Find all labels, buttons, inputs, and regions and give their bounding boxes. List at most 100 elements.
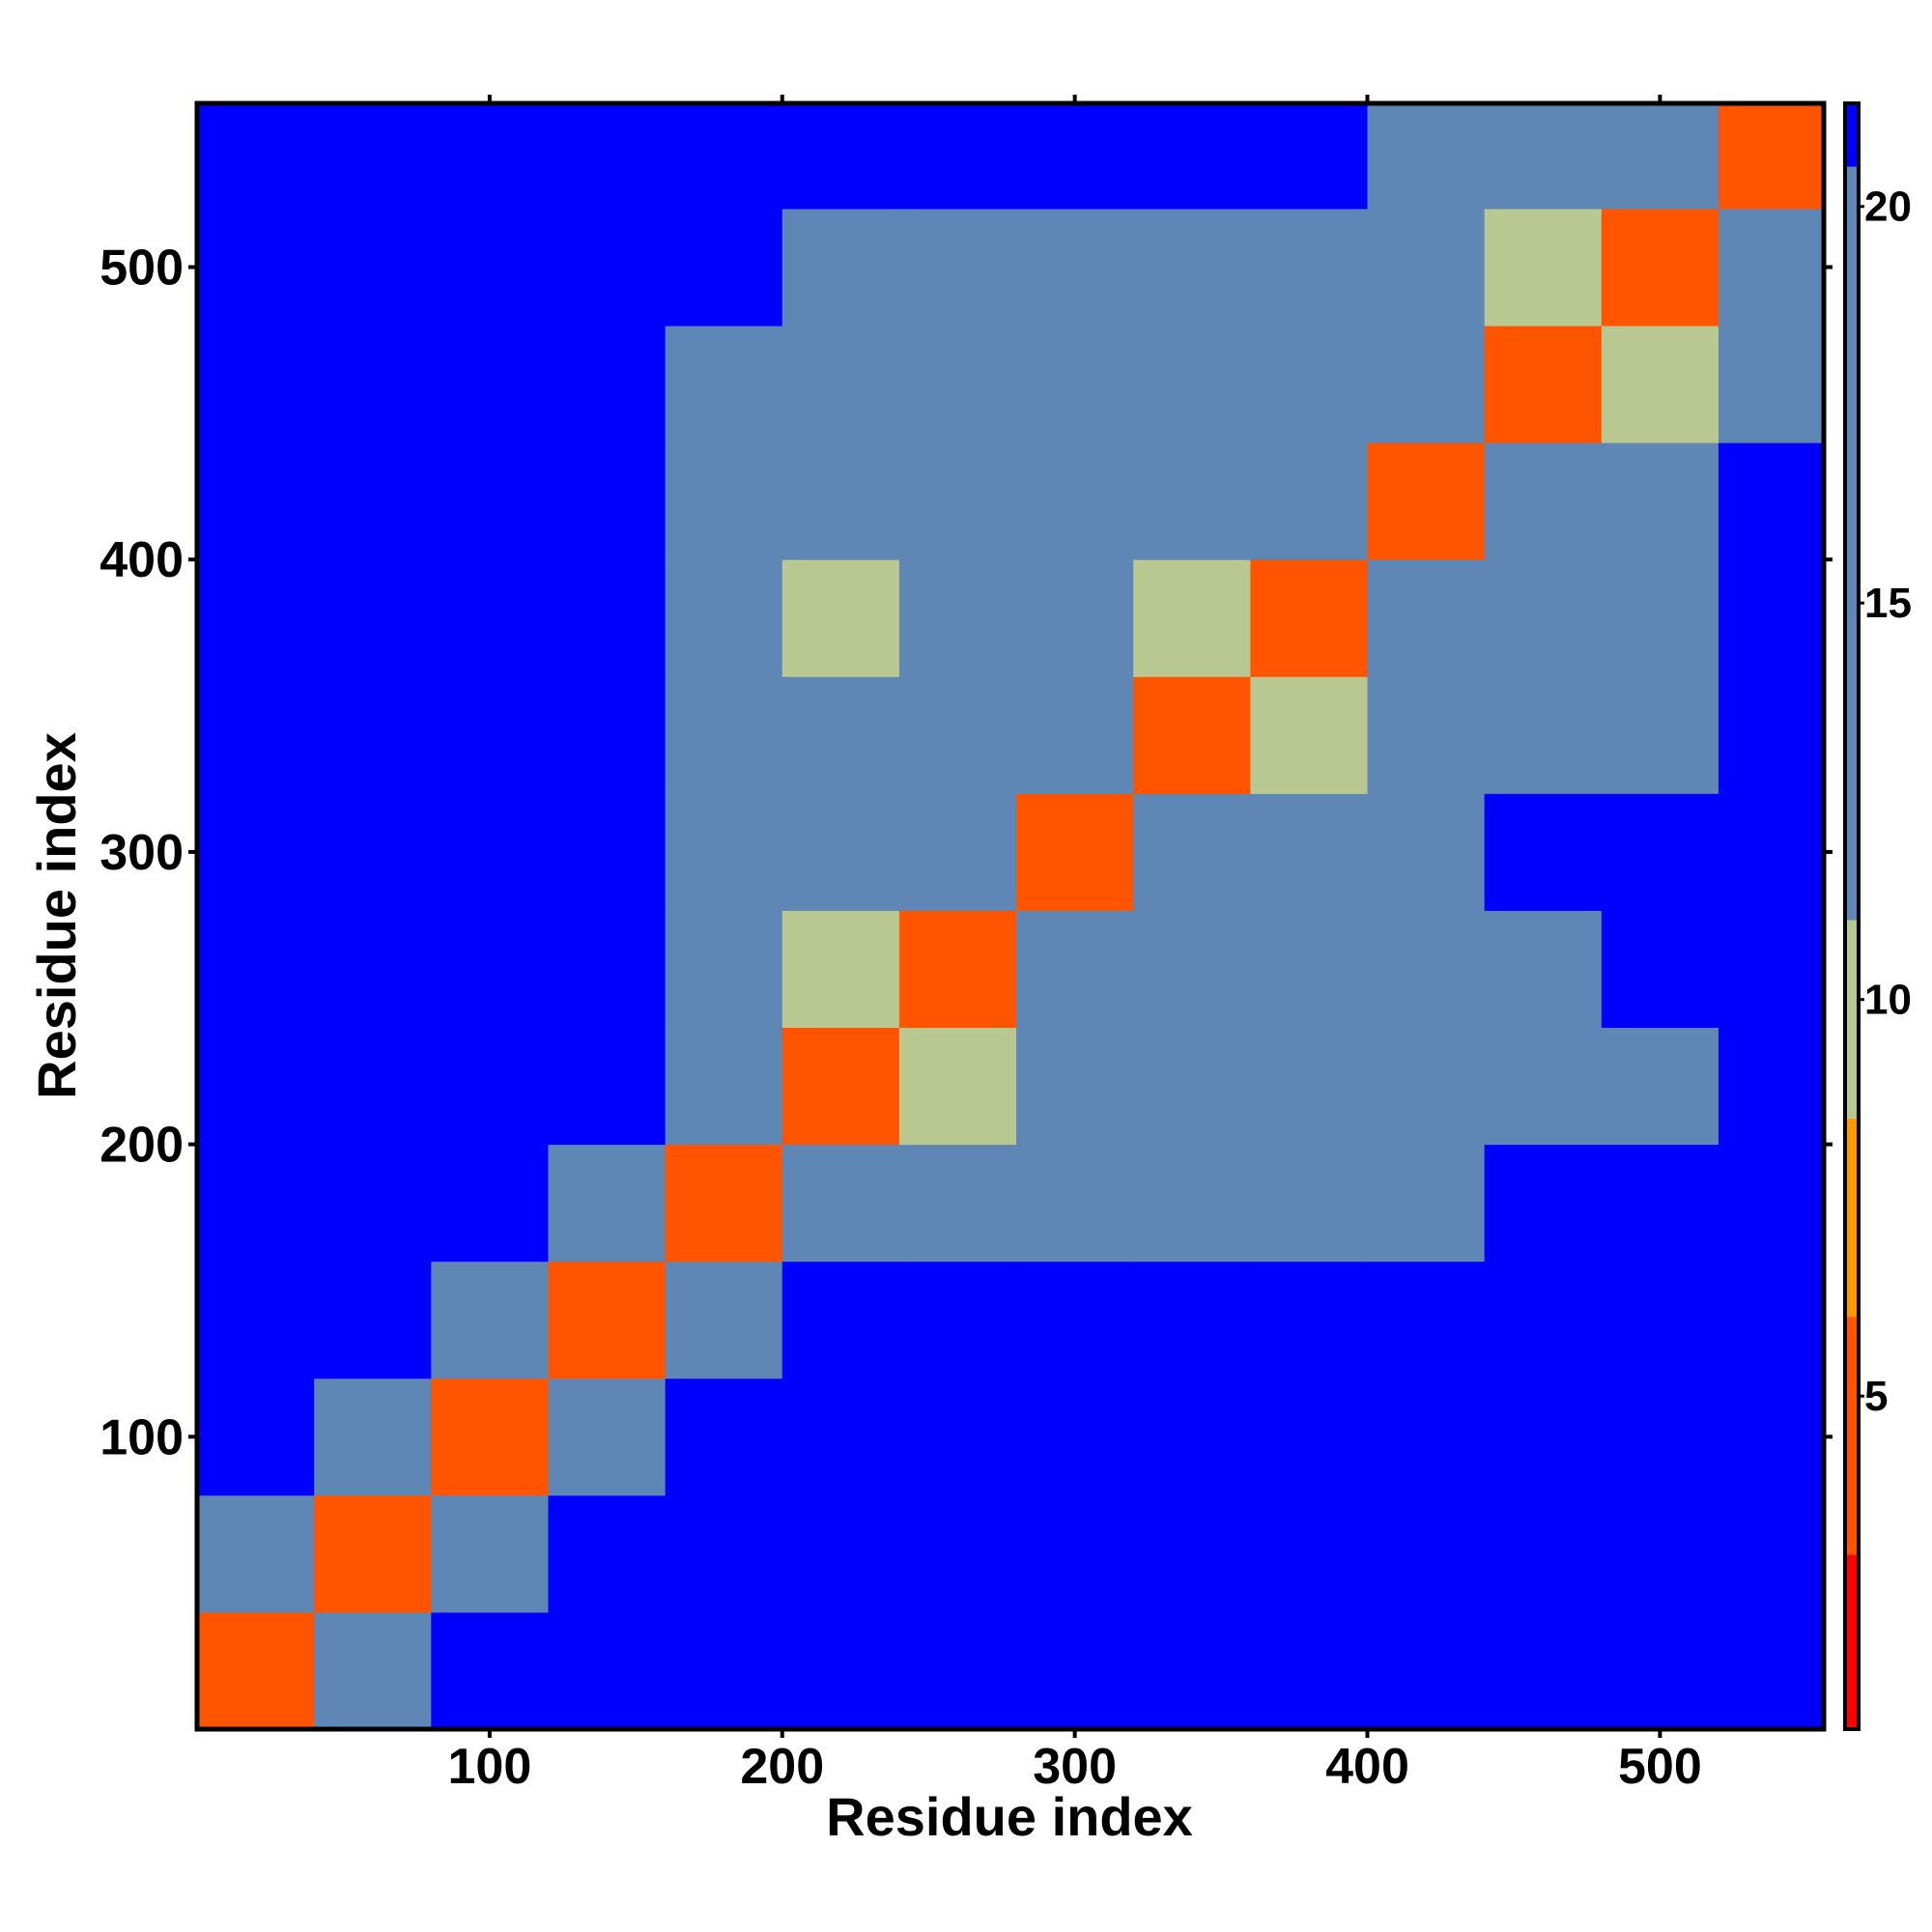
- heatmap-cell: [1133, 559, 1251, 677]
- heatmap-cell: [1250, 559, 1369, 677]
- heatmap-cell: [1250, 208, 1369, 327]
- heatmap-cell: [431, 1378, 549, 1496]
- heatmap-cell: [898, 1144, 1017, 1263]
- heatmap-cell: [665, 1027, 783, 1146]
- heatmap-cell: [1367, 1378, 1486, 1496]
- heatmap-cell: [1718, 793, 1825, 911]
- heatmap-cell: [314, 326, 432, 443]
- heatmap-cell: [431, 208, 549, 327]
- heatmap-cell: [431, 1144, 549, 1263]
- heatmap-cell: [197, 208, 315, 327]
- heatmap-cell: [665, 1144, 783, 1263]
- heatmap-cell: [1367, 559, 1486, 677]
- heatmap-cell: [1250, 442, 1369, 560]
- heatmap-cell: [1250, 1611, 1369, 1730]
- heatmap-cell: [781, 1027, 900, 1146]
- heatmap-cell: [314, 1494, 432, 1613]
- heatmap-cell: [431, 1611, 549, 1730]
- heatmap-cell: [548, 676, 667, 794]
- heatmap-cell: [1718, 1611, 1825, 1730]
- heatmap-cell: [1016, 1611, 1134, 1730]
- heatmap-cell: [898, 442, 1017, 560]
- heatmap-cell: [898, 559, 1017, 677]
- heatmap-cell: [1133, 326, 1251, 443]
- heatmap-cell: [548, 910, 667, 1029]
- heatmap-cell: [1016, 442, 1134, 560]
- heatmap-cell: [197, 1261, 315, 1379]
- heatmap-cell: [1250, 910, 1369, 1029]
- heatmap-cell: [314, 1144, 432, 1263]
- heatmap-cell: [1484, 208, 1603, 327]
- heatmap-cell: [781, 1494, 900, 1613]
- heatmap-cell: [197, 442, 315, 560]
- heatmap-cell: [197, 326, 315, 443]
- colorbar-tick-label: 20: [1864, 184, 1912, 231]
- heatmap-cell: [1367, 1144, 1486, 1263]
- plot-frame: [194, 100, 1827, 1732]
- heatmap-cell: [1016, 793, 1134, 911]
- heatmap-cell: [1718, 1027, 1825, 1146]
- heatmap-cell: [1601, 1027, 1719, 1146]
- heatmap-cell: [1484, 1027, 1603, 1146]
- heatmap-cell: [898, 1378, 1017, 1496]
- heatmap-cell: [1133, 1027, 1251, 1146]
- heatmap-cell: [1718, 442, 1825, 560]
- heatmap-cell: [314, 442, 432, 560]
- heatmap-cell: [314, 793, 432, 911]
- heatmap-cell: [665, 208, 783, 327]
- heatmap-cell: [431, 1027, 549, 1146]
- heatmap-cell: [1133, 1494, 1251, 1613]
- heatmap-cell: [1718, 326, 1825, 443]
- heatmap-cell: [197, 1494, 315, 1613]
- heatmap-cell: [1016, 326, 1134, 443]
- heatmap-cell: [1484, 1378, 1603, 1496]
- y-tick-label: 100: [99, 1409, 184, 1465]
- heatmap-cell: [1250, 793, 1369, 911]
- heatmap-cell: [314, 208, 432, 327]
- heatmap-cell: [431, 559, 549, 677]
- heatmap-cell: [1016, 103, 1134, 210]
- heatmap-cell: [1133, 1261, 1251, 1379]
- heatmap-cell: [1367, 442, 1486, 560]
- heatmap-cell: [898, 676, 1017, 794]
- heatmap-cell: [197, 1144, 315, 1263]
- colorbar-tick-label: 10: [1864, 977, 1912, 1024]
- heatmap-cell: [665, 326, 783, 443]
- heatmap-cell: [665, 910, 783, 1029]
- heatmap-cell: [1718, 103, 1825, 210]
- heatmap-cell: [548, 1261, 667, 1379]
- y-tick-label: 400: [99, 532, 184, 588]
- heatmap-cell: [781, 208, 900, 327]
- heatmap-cell: [1718, 208, 1825, 327]
- colorbar-tick-label: 5: [1864, 1373, 1888, 1420]
- heatmap-cell: [665, 1261, 783, 1379]
- heatmap-cell: [1484, 1144, 1603, 1263]
- heatmap-cell: [665, 559, 783, 677]
- heatmap-cell: [1718, 1144, 1825, 1263]
- heatmap-cell: [1250, 1261, 1369, 1379]
- colorbar-frame: [1843, 101, 1861, 1731]
- heatmap-cell: [1016, 1378, 1134, 1496]
- heatmap-cell: [898, 103, 1017, 210]
- heatmap-cell: [1718, 676, 1825, 794]
- heatmap-cell: [781, 676, 900, 794]
- heatmap-cell: [1250, 326, 1369, 443]
- heatmap-cell: [431, 442, 549, 560]
- heatmap-cell: [1133, 1611, 1251, 1730]
- heatmap-cell: [1601, 1144, 1719, 1263]
- colorbar-segment: [1845, 920, 1859, 1119]
- x-tick-label: 400: [1325, 1739, 1409, 1795]
- heatmap-cell: [1367, 1027, 1486, 1146]
- heatmap-cell: [898, 1611, 1017, 1730]
- heatmap-cell: [665, 103, 783, 210]
- heatmap-cell: [431, 1494, 549, 1613]
- heatmap-cell: [431, 326, 549, 443]
- heatmap-cell: [781, 1611, 900, 1730]
- heatmap-cell: [1367, 676, 1486, 794]
- heatmap-cell: [1601, 1378, 1719, 1496]
- heatmap-cell: [1718, 910, 1825, 1029]
- heatmap-cell: [1601, 559, 1719, 677]
- y-tick-label: 300: [99, 825, 184, 881]
- heatmap-cell: [548, 208, 667, 327]
- heatmap-cell: [1484, 910, 1603, 1029]
